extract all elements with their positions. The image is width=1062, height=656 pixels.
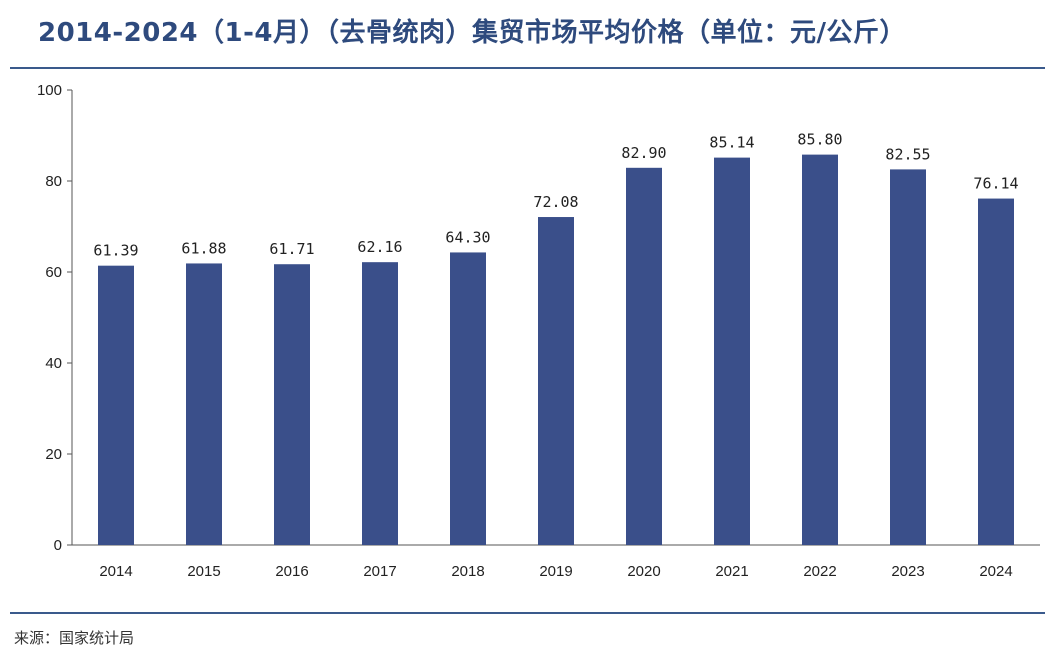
y-tick-label: 100 <box>37 82 62 99</box>
data-label-2023: 82.55 <box>885 145 930 163</box>
data-labels: 61.39 61.88 61.71 62.16 64.30 72.08 82.90 85.14… <box>93 131 1018 260</box>
bar-2024 <box>978 198 1014 546</box>
data-label-2024: 76.14 <box>973 175 1018 193</box>
x-tick-label-2021: 2021 <box>715 563 748 580</box>
data-label-2020: 82.90 <box>621 144 666 162</box>
y-axis-ticks: 0 20 40 60 80 100 <box>37 82 72 554</box>
bar-2015 <box>186 263 222 545</box>
y-tick-label: 60 <box>45 264 62 281</box>
source-note: 来源：国家统计局 <box>14 629 135 647</box>
bar-2016 <box>274 264 310 545</box>
x-tick-label-2015: 2015 <box>187 563 220 580</box>
data-label-2022: 85.80 <box>797 131 842 149</box>
bar-2021 <box>714 157 750 545</box>
chart-title: 2014-2024（1-4月）（去骨统肉）集贸市场平均价格（单位：元/公斤） <box>38 18 906 48</box>
title-divider <box>10 67 1045 69</box>
x-tick-label-2019: 2019 <box>539 563 572 580</box>
bars <box>98 154 1014 546</box>
data-label-2015: 61.88 <box>181 239 226 257</box>
y-tick-label: 40 <box>45 355 62 372</box>
data-label-2014: 61.39 <box>93 242 138 260</box>
bar-2014 <box>98 265 134 545</box>
bar-2017 <box>362 262 398 545</box>
x-tick-label-2022: 2022 <box>803 563 836 580</box>
bar-2020 <box>626 167 662 545</box>
x-axis-labels: 2014 2015 2016 2017 2018 2019 2020 2021 2022 2023… <box>99 563 1012 580</box>
data-label-2018: 64.30 <box>445 228 490 246</box>
x-tick-label-2018: 2018 <box>451 563 484 580</box>
x-tick-label-2014: 2014 <box>99 563 132 580</box>
y-tick-label: 20 <box>45 446 62 463</box>
bar-2019 <box>538 217 574 545</box>
data-label-2016: 61.71 <box>269 240 314 258</box>
footer-divider <box>10 612 1045 614</box>
bar-2023 <box>890 169 926 545</box>
bar-2022 <box>802 154 838 546</box>
x-tick-label-2023: 2023 <box>891 563 924 580</box>
x-tick-label-2016: 2016 <box>275 563 308 580</box>
x-tick-label-2020: 2020 <box>627 563 660 580</box>
bar-2018 <box>450 252 486 545</box>
x-tick-label-2017: 2017 <box>363 563 396 580</box>
data-label-2021: 85.14 <box>709 134 754 152</box>
data-label-2017: 62.16 <box>357 238 402 256</box>
y-tick-label: 80 <box>45 173 62 190</box>
x-tick-label-2024: 2024 <box>979 563 1012 580</box>
data-label-2019: 72.08 <box>533 193 578 211</box>
y-tick-label: 0 <box>54 537 62 554</box>
